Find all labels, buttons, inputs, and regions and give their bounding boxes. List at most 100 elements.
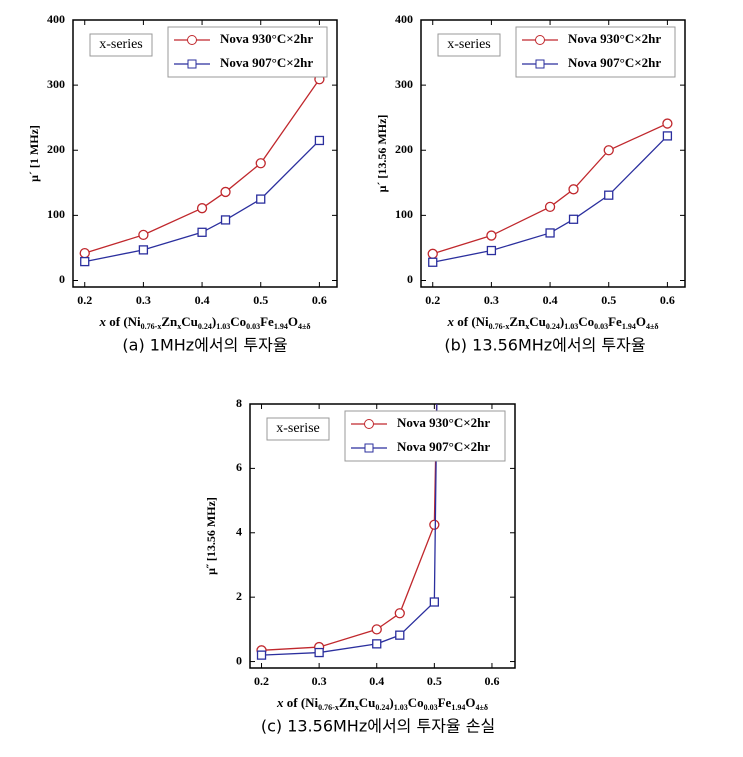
x-axis-label-part: 0.03: [424, 703, 438, 712]
x-axis-label-part: 4±δ: [646, 322, 659, 331]
series-line: [261, 404, 438, 651]
annotation-box: [89, 33, 153, 57]
x-axis-label-part: 0.24: [198, 322, 212, 331]
caption: (a) 1MHz에서의 투자율: [122, 336, 287, 355]
legend-box: [167, 26, 328, 78]
x-tick-label: 0.5: [427, 674, 442, 688]
legend-marker: [535, 59, 545, 69]
y-tick-label: 100: [47, 207, 65, 221]
y-tick-label: 0: [59, 272, 65, 286]
y-tick-label: 400: [47, 12, 65, 26]
marker: [603, 145, 614, 156]
marker: [428, 257, 438, 267]
x-axis-label-part: of (Ni: [454, 314, 489, 329]
y-tick-label: 400: [395, 12, 413, 26]
series-line: [84, 140, 320, 263]
marker: [429, 519, 440, 530]
x-tick-label: 0.3: [136, 293, 151, 307]
legend-label: Nova 907°C×2hr: [568, 55, 661, 70]
x-tick-label: 0.4: [543, 293, 558, 307]
x-tick-label: 0.6: [484, 674, 499, 688]
marker: [80, 256, 90, 267]
x-axis-label-part: Cu: [181, 314, 198, 329]
x-tick-label: 0.4: [195, 293, 210, 307]
plot-frame: [420, 19, 686, 288]
marker: [256, 650, 267, 660]
marker: [371, 624, 382, 635]
x-tick-label: 0.5: [601, 293, 616, 307]
y-tick-label: 6: [236, 460, 242, 474]
legend-marker: [364, 419, 374, 429]
x-axis-label-part: x: [447, 314, 455, 329]
plot-frame: [72, 19, 338, 288]
y-axis-label: μ˝ [13.56 MHz]: [204, 497, 218, 575]
y-tick-label: 300: [395, 77, 413, 91]
y-tick-label: 100: [395, 207, 413, 221]
marker: [486, 245, 497, 256]
marker: [220, 215, 231, 225]
x-axis-label-part: 0.76-x: [318, 703, 339, 712]
x-tick-label: 0.2: [425, 293, 440, 307]
y-tick-label: 200: [395, 142, 413, 156]
legend-label: Nova 930°C×2hr: [568, 31, 661, 46]
x-axis-label-part: Co: [408, 695, 424, 710]
x-axis-label-part: 0.24: [546, 322, 560, 331]
x-axis-label-part: Cu: [359, 695, 376, 710]
y-tick-label: 2: [236, 589, 242, 603]
x-axis-label-part: 0.76-x: [141, 322, 162, 331]
caption: (c) 13.56MHz에서의 투자율 손실: [261, 717, 495, 736]
x-tick-label: 0.2: [77, 293, 92, 307]
x-axis-label-part: Fe: [438, 695, 452, 710]
marker: [486, 230, 497, 241]
x-axis-label-part: 4±δ: [475, 703, 488, 712]
legend-label: Nova 930°C×2hr: [220, 31, 313, 46]
plot-area: [79, 74, 325, 267]
legend-box: [515, 26, 676, 78]
y-axis-label: μ´ [13.56 MHz]: [375, 115, 389, 193]
x-tick-label: 0.6: [312, 293, 327, 307]
y-tick-label: 4: [236, 525, 242, 539]
x-axis-label-part: Co: [230, 314, 246, 329]
marker: [138, 229, 149, 241]
marker: [662, 118, 673, 129]
plot-area: [256, 368, 441, 660]
x-axis-label-part: Zn: [339, 695, 356, 710]
marker: [433, 368, 441, 376]
marker: [79, 247, 90, 259]
x-tick-label: 0.3: [312, 674, 327, 688]
x-axis-label-part: Co: [578, 314, 594, 329]
x-axis-label-part: Zn: [161, 314, 178, 329]
x-axis-label-part: 0.03: [594, 322, 608, 331]
marker: [604, 190, 614, 200]
x-axis-label-part: x: [525, 322, 529, 331]
y-tick-label: 0: [407, 272, 413, 286]
x-axis-label-part: Fe: [260, 314, 274, 329]
marker: [256, 194, 266, 204]
x-axis-label-part: 1.94: [622, 322, 636, 331]
plot-frame: [249, 403, 516, 669]
marker: [544, 201, 556, 213]
x-axis-label: x of (Ni0.76-xZnxCu0.24)1.03Co0.03Fe1.94…: [276, 695, 488, 712]
marker: [372, 639, 382, 649]
x-tick-label: 0.3: [484, 293, 499, 307]
annotation-box: [266, 417, 330, 441]
series-line: [432, 135, 668, 263]
y-tick-label: 0: [236, 653, 242, 667]
x-axis-label-part: Fe: [608, 314, 622, 329]
marker: [196, 203, 208, 214]
x-axis-label-part: Zn: [509, 314, 526, 329]
x-axis-label: x of (Ni0.76-xZnxCu0.24)1.03Co0.03Fe1.94…: [447, 314, 659, 331]
x-axis-label-part: x: [99, 314, 107, 329]
x-axis-label-part: 1.94: [274, 322, 288, 331]
legend-marker: [364, 443, 374, 453]
x-axis-label-part: of (Ni: [106, 314, 141, 329]
caption: (b) 13.56MHz에서의 투자율: [444, 336, 645, 355]
legend-label: Nova 930°C×2hr: [397, 415, 490, 430]
marker: [662, 131, 673, 141]
x-axis-label-part: x: [276, 695, 284, 710]
x-axis-label-part: 1.03: [394, 703, 408, 712]
x-axis-label-part: x: [177, 322, 181, 331]
legend-label: Nova 907°C×2hr: [220, 55, 313, 70]
marker: [197, 227, 207, 237]
